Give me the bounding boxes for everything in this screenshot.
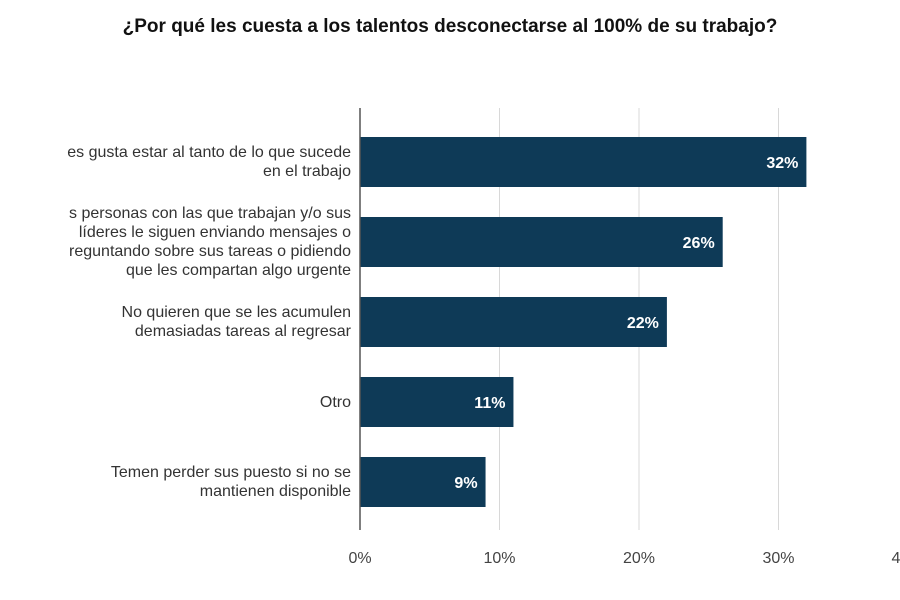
chart-title: ¿Por qué les cuesta a los talentos desco… xyxy=(122,16,778,37)
data-label: 22% xyxy=(627,315,659,332)
category-label: s personas con las que trabajan y/o sus … xyxy=(69,205,351,279)
x-tick-label: 0% xyxy=(348,550,371,567)
category-label: es gusta estar al tanto de lo que sucede… xyxy=(67,144,351,180)
data-label: 11% xyxy=(474,395,505,412)
category-label: No quieren que se les acumulen demasiada… xyxy=(121,304,351,340)
x-tick-label: 4 xyxy=(892,550,900,567)
bar xyxy=(360,457,486,507)
x-tick-label: 20% xyxy=(623,550,655,567)
x-tick-label: 10% xyxy=(483,550,515,567)
bar xyxy=(360,297,667,347)
data-label: 32% xyxy=(766,155,798,172)
bar xyxy=(360,217,723,267)
data-label: 9% xyxy=(454,475,477,492)
data-label: 26% xyxy=(683,235,715,252)
bar xyxy=(360,377,514,427)
category-label: Otro xyxy=(319,393,351,411)
bar xyxy=(360,137,807,187)
category-label: Temen perder sus puesto si no se mantien… xyxy=(110,464,351,500)
x-tick-label: 30% xyxy=(762,550,794,567)
